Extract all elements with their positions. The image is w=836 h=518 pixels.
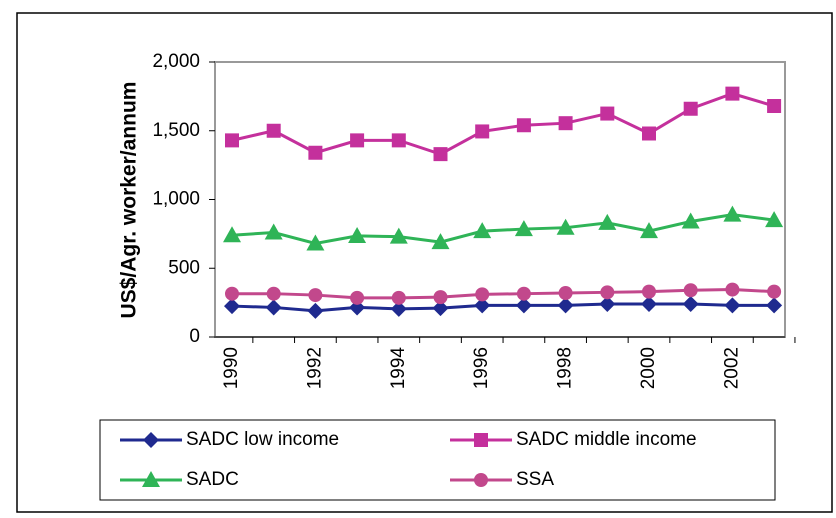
data-point <box>767 99 782 113</box>
data-point <box>642 284 656 299</box>
data-point <box>723 205 742 222</box>
data-point <box>475 287 490 302</box>
data-point <box>599 296 616 312</box>
data-point <box>391 290 406 305</box>
y-axis-label: US$/Agr. worker/annum <box>118 82 141 319</box>
x-tick-label: 1996 <box>471 347 492 389</box>
legend-label: SADC <box>186 469 239 490</box>
data-point <box>266 123 281 138</box>
data-point <box>642 126 656 141</box>
data-point <box>308 288 323 303</box>
data-point <box>307 302 324 319</box>
data-point <box>225 133 239 148</box>
data-point <box>557 297 574 314</box>
data-point <box>265 299 282 316</box>
legend-marker <box>143 432 159 448</box>
data-point <box>767 284 782 299</box>
data-point <box>350 133 365 148</box>
data-point <box>475 124 490 139</box>
legend-box <box>99 419 776 501</box>
y-tick-label: 1,000 <box>152 189 200 210</box>
data-point <box>225 286 239 301</box>
x-tick-label: 1992 <box>304 347 325 389</box>
data-point <box>514 220 533 237</box>
data-point <box>516 286 531 301</box>
x-tick-label: 1998 <box>555 347 576 389</box>
legend-label: SADC middle income <box>516 429 697 450</box>
y-tick-label: 500 <box>168 257 200 278</box>
data-point <box>640 222 658 239</box>
data-point <box>306 234 325 251</box>
data-point <box>725 282 740 297</box>
data-point <box>224 298 240 315</box>
x-tick-label: 1994 <box>388 347 409 390</box>
data-point <box>474 297 491 314</box>
data-point <box>683 101 698 116</box>
data-point <box>682 296 699 312</box>
y-tick-label: 0 <box>189 326 200 347</box>
data-point <box>432 300 449 317</box>
data-point <box>683 283 698 298</box>
data-point <box>765 211 784 228</box>
figure-frame <box>16 12 833 513</box>
data-point <box>598 213 617 230</box>
legend-marker <box>474 473 488 487</box>
legend-label: SADC low income <box>186 429 339 450</box>
data-point <box>264 223 283 240</box>
y-tick-label: 2,000 <box>152 51 200 72</box>
data-point <box>350 290 365 305</box>
data-point <box>473 222 492 239</box>
data-point <box>223 226 241 243</box>
data-point <box>556 218 575 235</box>
data-point <box>558 286 573 300</box>
data-point <box>724 297 741 314</box>
data-point <box>600 106 615 121</box>
data-point <box>433 290 448 305</box>
data-point <box>431 233 450 250</box>
data-point <box>348 226 367 243</box>
data-point <box>515 297 532 314</box>
y-tick-label: 1,500 <box>152 120 200 141</box>
data-point <box>766 297 783 314</box>
data-point <box>308 145 323 160</box>
data-point <box>681 212 700 229</box>
x-tick-label: 2000 <box>638 347 659 389</box>
legend-marker <box>142 471 160 487</box>
data-point <box>600 285 615 300</box>
data-point <box>391 133 406 148</box>
legend-label: SSA <box>516 469 554 490</box>
x-tick-label: 1990 <box>221 347 242 389</box>
legend-marker <box>474 433 488 447</box>
data-point <box>389 227 408 244</box>
data-point <box>433 147 448 162</box>
data-point <box>641 296 657 312</box>
data-point <box>266 286 281 301</box>
data-point <box>558 116 573 131</box>
data-point <box>516 118 531 133</box>
data-point <box>725 86 740 101</box>
data-point <box>390 300 407 317</box>
series-line <box>231 213 775 246</box>
x-tick-label: 2002 <box>721 347 742 389</box>
